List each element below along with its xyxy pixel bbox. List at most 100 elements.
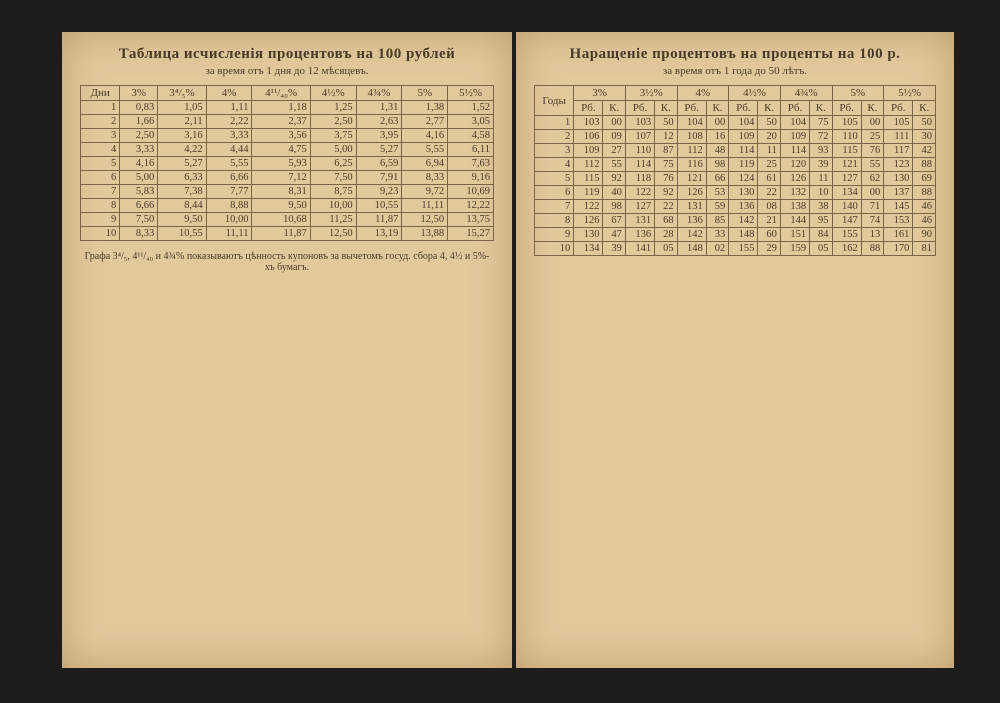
table-row: 5 4,16 5,27 5,55 5,93 6,25 6,59 6,94 7,63 bbox=[79, 156, 494, 171]
cell: 140 bbox=[831, 199, 862, 214]
table-row: 3 109 27 110 87 112 48 114 11 114 93 115 76 117 42 bbox=[533, 143, 936, 158]
cell: 104 bbox=[779, 115, 811, 130]
cell: 10 bbox=[809, 185, 833, 200]
cell: 103 bbox=[573, 115, 604, 130]
cell: 2,50 bbox=[309, 114, 357, 129]
cell: 3,33 bbox=[205, 128, 253, 143]
cell: 142 bbox=[728, 213, 759, 228]
cell: 2,50 bbox=[119, 128, 159, 143]
cell: 88 bbox=[860, 241, 885, 256]
footnote: Графа 3⁴/₅, 4¹¹/₄₀ и 4¾% показываютъ цѣн… bbox=[84, 251, 490, 273]
cell: 4 bbox=[533, 157, 575, 172]
cell: 7,38 bbox=[157, 184, 207, 199]
cell: 6,94 bbox=[401, 156, 449, 171]
cell: 1,18 bbox=[251, 100, 311, 115]
sub-header: Рб. bbox=[831, 100, 862, 116]
cell: 5 bbox=[79, 156, 121, 171]
cell: 121 bbox=[831, 157, 862, 172]
cell: 123 bbox=[883, 157, 914, 172]
cell: 69 bbox=[912, 171, 936, 186]
cell: 4,22 bbox=[157, 142, 207, 157]
cell: 3,56 bbox=[251, 128, 311, 143]
cell: 112 bbox=[676, 143, 707, 158]
cell: 161 bbox=[883, 227, 914, 242]
cell: 8,75 bbox=[309, 184, 357, 199]
table-row: 1 103 00 103 50 104 00 104 50 104 75 105 00 105 50 bbox=[533, 115, 936, 130]
cell: 109 bbox=[779, 129, 811, 144]
cell: 12,50 bbox=[401, 212, 449, 227]
cell: 92 bbox=[602, 171, 626, 186]
cell: 81 bbox=[912, 241, 936, 256]
cell: 95 bbox=[809, 213, 833, 228]
column-header: 4¹¹/₄₀% bbox=[251, 85, 311, 101]
cell: 00 bbox=[705, 115, 730, 130]
cell: 1 bbox=[79, 100, 121, 115]
cell: 46 bbox=[912, 199, 936, 214]
cell: 15,27 bbox=[447, 226, 494, 241]
right-page: Наращеніе процентовъ на проценты на 100 … bbox=[516, 32, 954, 668]
cell: 50 bbox=[912, 115, 936, 130]
cell: 9,23 bbox=[355, 184, 403, 199]
cell: 8,44 bbox=[157, 198, 207, 213]
cell: 08 bbox=[757, 199, 781, 214]
cell: 122 bbox=[573, 199, 604, 214]
cell: 3 bbox=[79, 128, 121, 143]
cell: 159 bbox=[779, 241, 811, 256]
cell: 20 bbox=[757, 129, 781, 144]
cell: 107 bbox=[624, 129, 656, 144]
cell: 33 bbox=[705, 227, 730, 242]
cell: 114 bbox=[728, 143, 759, 158]
cell: 118 bbox=[624, 171, 656, 186]
cell: 13,19 bbox=[355, 226, 403, 241]
table-row: 10 8,33 10,55 11,11 11,87 12,50 13,19 13,88 15,2… bbox=[79, 226, 494, 241]
cell: 9 bbox=[533, 227, 575, 242]
cell: 38 bbox=[809, 199, 833, 214]
cell: 10,68 bbox=[251, 212, 311, 227]
table-row: 2 1,66 2,11 2,22 2,37 2,50 2,63 2,77 3,05 bbox=[79, 114, 494, 129]
cell: 108 bbox=[676, 129, 707, 144]
cell: 7,63 bbox=[447, 156, 494, 171]
cell: 1,11 bbox=[205, 100, 253, 115]
sub-header: Рб. bbox=[883, 100, 914, 116]
table-row: 10 134 39 141 05 148 02 155 29 159 05 162 88 170 81 bbox=[533, 241, 936, 256]
cell: 2,77 bbox=[401, 114, 449, 129]
cell: 22 bbox=[757, 185, 781, 200]
cell: 67 bbox=[602, 213, 626, 228]
cell: 9,16 bbox=[447, 170, 494, 185]
cell: 142 bbox=[676, 227, 707, 242]
cell: 4,44 bbox=[205, 142, 253, 157]
cell: 00 bbox=[860, 115, 885, 130]
cell: 144 bbox=[779, 213, 811, 228]
row-header: Годы bbox=[533, 85, 575, 116]
cell: 66 bbox=[705, 171, 730, 186]
interest-table: Дни 3% 3⁴/₅% 4% 4¹¹/₄₀% 4½% 4¾% 5% 5½% 1 0,83 1,05 1… bbox=[79, 85, 494, 241]
cell: 155 bbox=[831, 227, 862, 242]
cell: 1,25 bbox=[309, 100, 357, 115]
left-page: Таблица исчисленія процентовъ на 100 руб… bbox=[62, 32, 512, 668]
cell: 46 bbox=[912, 213, 936, 228]
cell: 59 bbox=[705, 199, 730, 214]
cell: 8 bbox=[533, 213, 575, 228]
cell: 05 bbox=[654, 241, 678, 256]
sub-header: Рб. bbox=[728, 100, 759, 116]
cell: 12,22 bbox=[447, 198, 494, 213]
cell: 6,59 bbox=[355, 156, 403, 171]
cell: 119 bbox=[728, 157, 759, 172]
compound-table: Годы 3% 3½% 4% 4½% 4¾% 5% 5½% Рб. К. Рб. К. Рб. К. Рб.… bbox=[533, 85, 936, 256]
table-row: 4 112 55 114 75 116 98 119 25 120 39 121 55 123 88 bbox=[533, 157, 936, 172]
cell: 00 bbox=[860, 185, 885, 200]
cell: 0,83 bbox=[119, 100, 159, 115]
cell: 6,33 bbox=[157, 170, 207, 185]
column-header: 3⁴/₅% bbox=[157, 85, 207, 101]
cell: 10,55 bbox=[157, 226, 207, 241]
sub-header: Рб. bbox=[573, 100, 604, 116]
cell: 116 bbox=[676, 157, 707, 172]
cell: 02 bbox=[705, 241, 730, 256]
cell: 103 bbox=[624, 115, 656, 130]
sub-header: К. bbox=[705, 100, 730, 116]
cell: 25 bbox=[757, 157, 781, 172]
cell: 8,33 bbox=[119, 226, 159, 241]
cell: 136 bbox=[624, 227, 656, 242]
cell: 00 bbox=[602, 115, 626, 130]
cell: 62 bbox=[860, 171, 885, 186]
